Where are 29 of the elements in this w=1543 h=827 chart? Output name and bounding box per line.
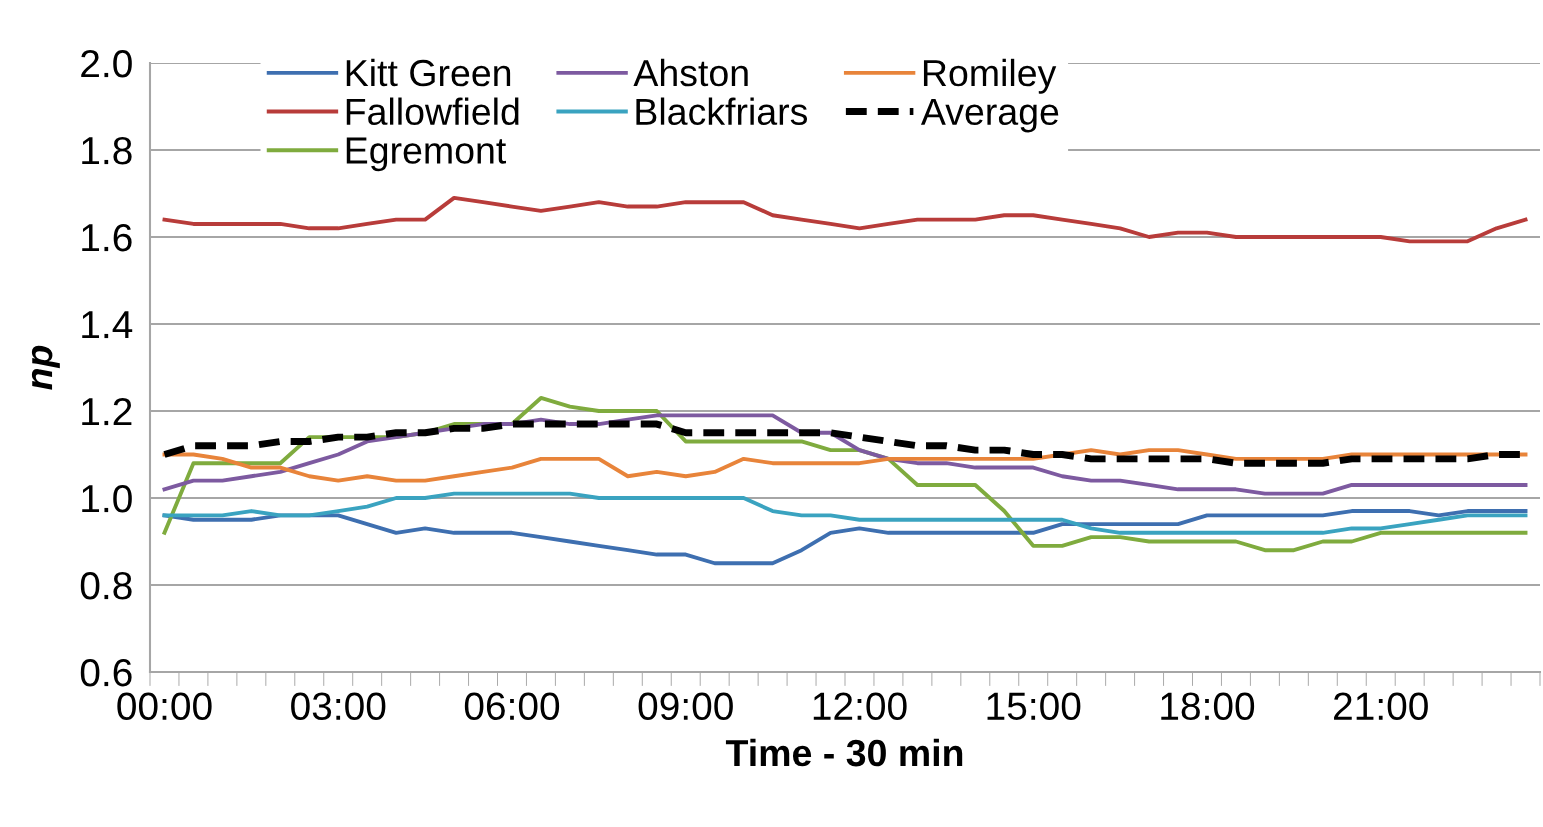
line-series [162,448,1528,483]
y-tick-label: 1.2 [82,397,132,426]
legend-label: Blackfriars [636,97,808,126]
x-axis-title: Time - 30 min [725,738,963,767]
x-tick-label: 09:00 [638,692,733,721]
y-tick-label: 1.6 [82,223,132,252]
y-tick-label: 1.0 [82,484,132,513]
x-tick-label: 06:00 [464,692,560,721]
y-axis-title: np [31,345,60,390]
y-tick-label: 1.4 [82,311,133,339]
y-tick-label: 1.8 [82,136,132,165]
legend-label: Ahston [633,58,748,87]
legend-label: Romiley [923,58,1057,94]
x-tick-label: 15:00 [987,692,1081,721]
legend-label: Egremont [346,137,507,172]
x-tick-label: 03:00 [291,692,386,721]
legend-label: Fallowfield [346,97,519,126]
x-tick-label: 18:00 [1161,692,1255,721]
y-tick-label: 0.8 [80,571,132,600]
line-series [162,491,1528,535]
x-tick-label: 12:00 [813,692,907,721]
x-tick-label: 00:00 [117,692,212,721]
line-series [162,509,1528,566]
y-tick-label: 0.6 [80,658,132,687]
y-tick-label: 2.0 [81,49,132,78]
legend-label: Average [920,98,1059,133]
x-tick-label: 21:00 [1334,692,1428,721]
line-series [162,195,1528,244]
legend-label: Kitt Green [346,58,511,87]
